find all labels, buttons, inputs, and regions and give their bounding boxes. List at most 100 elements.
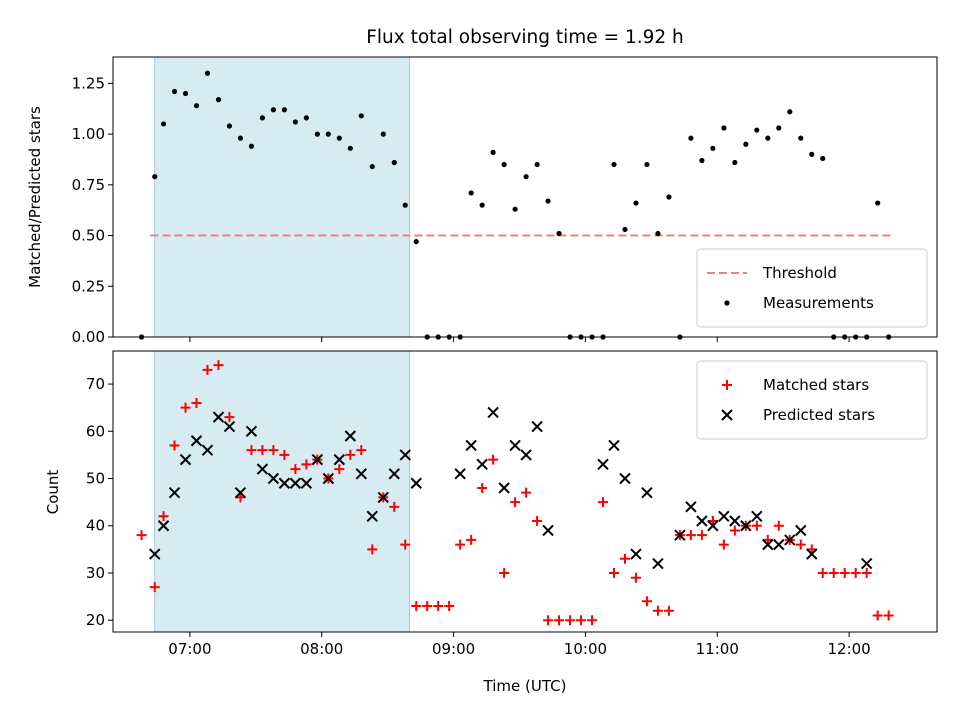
y-tick-label: 0.50 (72, 227, 105, 245)
predicted-star-point (476, 458, 488, 471)
predicted-star-point (465, 439, 477, 452)
measurement-point (743, 141, 749, 147)
measurement-point (204, 70, 211, 76)
top-panel: Flux total observing time = 1.92 h Match… (26, 27, 938, 346)
predicted-star-point (256, 463, 269, 475)
predicted-star-point (410, 477, 422, 489)
matched-star-point (345, 449, 356, 460)
matched-star-point (565, 615, 576, 626)
y-tick-label: 40 (86, 517, 105, 535)
y-tick-label: 1.25 (72, 74, 105, 92)
matched-star-point (861, 567, 872, 578)
legend-label: Measurements (763, 294, 874, 312)
measurement-point (754, 127, 760, 133)
measurement-point (765, 135, 771, 141)
matched-star-point (521, 487, 532, 498)
y-tick-label: 70 (86, 375, 105, 393)
matched-star-point (652, 605, 663, 616)
predicted-star-point (168, 486, 181, 499)
matched-star-point (850, 567, 861, 578)
measurement-point (325, 131, 331, 137)
predicted-star-point (487, 406, 499, 419)
matched-star-point (169, 440, 180, 451)
measurement-point (710, 145, 716, 151)
matched-star-point (268, 445, 279, 456)
matched-star-point (499, 567, 510, 578)
x-tick-label: 11:00 (696, 640, 739, 658)
measurement-point (402, 202, 408, 208)
matched-star-point (477, 482, 488, 493)
matched-star-point (543, 615, 554, 626)
y-tick-label: 1.00 (72, 125, 105, 143)
measurement-point (281, 107, 287, 113)
matched-star-point (202, 364, 213, 375)
predicted-star-point (619, 472, 631, 485)
matched-star-point (389, 501, 400, 512)
matched-star-point (685, 530, 696, 541)
shaded-observing-span (154, 350, 411, 633)
measurement-point (875, 200, 881, 206)
measurement-point (633, 200, 639, 206)
matched-star-point (839, 567, 850, 578)
measurement-point (479, 202, 485, 208)
measurement-point (776, 125, 782, 131)
top-y-axis-label: Matched/Predicted stars (26, 106, 44, 288)
measurement-point (523, 174, 529, 180)
measurement-point (152, 174, 158, 180)
matched-star-point (301, 459, 312, 470)
predicted-star-point (652, 557, 664, 570)
matched-star-point (576, 615, 587, 626)
matched-star-point (663, 605, 674, 616)
predicted-star-point (355, 468, 368, 480)
predicted-star-point (311, 453, 324, 466)
matched-star-point (356, 445, 367, 456)
predicted-star-point (157, 520, 170, 532)
legend-label: Predicted stars (763, 406, 875, 424)
matched-star-point (641, 596, 652, 607)
matched-star-point (587, 615, 598, 626)
matched-star-point (828, 567, 839, 578)
x-tick-label: 10:00 (564, 640, 607, 658)
legend-matched-swatch (722, 380, 732, 390)
predicted-star-point (674, 529, 686, 541)
matched-star-point (696, 530, 707, 541)
measurement-point (215, 97, 222, 103)
predicted-star-point (751, 510, 763, 523)
matched-star-point (630, 572, 641, 583)
measurement-point (501, 161, 507, 168)
predicted-star-point (641, 486, 653, 499)
matched-star-point (488, 454, 499, 465)
predicted-star-point (377, 491, 389, 504)
x-tick-label: 12:00 (827, 640, 870, 658)
axes-frame (112, 56, 938, 338)
predicted-star-point (322, 472, 335, 485)
predicted-star-point (333, 453, 346, 466)
matched-star-point (400, 539, 411, 550)
legend-predicted-swatch (721, 409, 733, 421)
measurement-point (347, 145, 353, 151)
predicted-star-point (608, 439, 620, 452)
matched-star-point (817, 567, 828, 578)
measurement-point (798, 135, 804, 141)
legend-label: Matched stars (763, 376, 869, 394)
x-tick-label: 07:00 (168, 640, 211, 658)
matched-star-point (872, 610, 883, 621)
bottom-y-axis-label: Count (44, 470, 62, 515)
predicted-star-point (806, 548, 818, 560)
measurement-point (732, 159, 738, 166)
y-tick-label: 30 (86, 564, 105, 582)
measurement-point (259, 115, 266, 121)
predicted-star-point (300, 477, 313, 489)
predicted-star-point (267, 472, 280, 485)
measurement-point (611, 161, 617, 168)
matched-star-point (598, 497, 609, 508)
predicted-star-point (729, 515, 741, 527)
predicted-star-point (773, 538, 785, 551)
predicted-star-point (149, 548, 161, 560)
matched-star-point (279, 449, 290, 460)
measurement-point (336, 135, 342, 141)
top-chart-title: Flux total observing time = 1.92 h (366, 27, 684, 48)
matched-star-point (883, 610, 894, 621)
